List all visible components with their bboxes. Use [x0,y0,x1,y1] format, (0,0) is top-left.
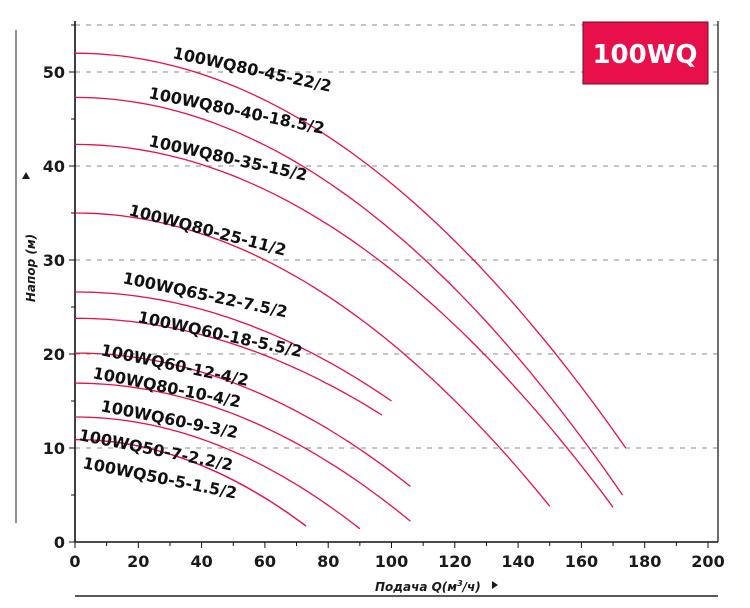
pump-curve [74,143,614,508]
pump-curve [75,317,383,416]
pump-curves [74,52,627,530]
curve-label: 100WQ80-45-22/2 [171,43,333,95]
x-axis-title-sup: 3 [457,579,463,588]
y-tick-label: 50 [43,63,65,82]
curve-label: 100WQ80-25-11/2 [127,200,288,259]
model-badge-text: 100WQ [592,40,697,70]
x-axis-title-suffix: /ч) [461,580,481,594]
y-tick-labels: 0 10 20 30 40 50 [43,63,65,552]
y-tick-label: 30 [43,251,65,270]
pump-curve [74,96,624,496]
x-tick-label: 140 [501,552,534,571]
x-axis-title: Подача Q(м3/ч) [375,579,481,594]
curve-label: 100WQ80-35-15/2 [147,131,309,184]
y-tick-label: 10 [43,439,65,458]
x-tick-label: 40 [190,552,212,571]
pump-curve [75,291,392,402]
pump-curve [74,382,411,522]
model-badge-box [582,21,709,85]
grid-lines [75,24,718,449]
x-tick-label: 120 [438,552,471,571]
curve-labels: 100WQ80-45-22/2100WQ80-40-18.5/2100WQ80-… [77,43,333,502]
x-axis-title-main: Подача Q(м [375,580,457,594]
pump-curve [74,52,627,449]
x-tick-label: 60 [254,552,276,571]
x-tick-label: 0 [69,552,80,571]
x-tick-label: 80 [317,552,339,571]
y-tick-label: 0 [54,533,65,552]
x-tick-labels: 0 20 40 60 80 100 120 140 160 180 200 [69,552,724,571]
x-tick-label: 20 [127,552,149,571]
pump-curve [74,212,551,507]
pump-curve [75,352,411,488]
x-tick-label: 200 [691,552,724,571]
model-badge: 100WQ [582,21,709,85]
axes [69,21,719,548]
x-tick-label: 100 [375,552,408,571]
y-axis-arrow-icon [22,172,30,179]
y-axis-title: Напор (м) [24,234,38,302]
x-tick-label: 180 [628,552,661,571]
y-tick-label: 40 [43,157,65,176]
x-axis-arrow-icon [492,581,498,589]
y-tick-label: 20 [43,345,65,364]
x-tick-label: 160 [565,552,598,571]
pump-curve [74,438,307,527]
pump-curve [75,416,361,530]
